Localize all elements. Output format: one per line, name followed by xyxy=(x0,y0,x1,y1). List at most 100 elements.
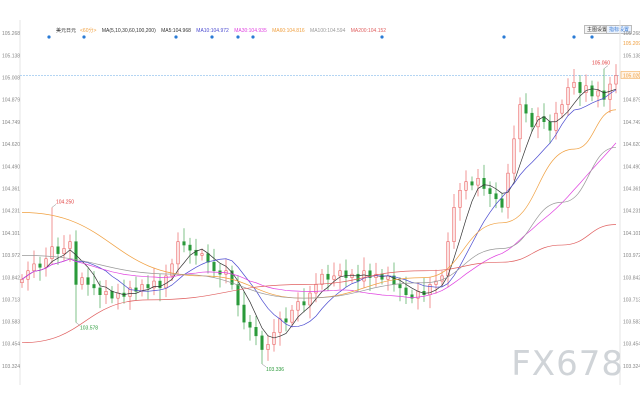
candle-body xyxy=(560,104,564,114)
y-tick-label-left: 104.231 xyxy=(2,209,20,215)
candle-body xyxy=(56,246,60,254)
candle-body xyxy=(182,241,186,246)
candle-body xyxy=(242,304,246,323)
candle-body xyxy=(584,85,588,93)
candle-body xyxy=(272,332,276,345)
candle-body xyxy=(590,85,594,97)
y-tick-label-left: 104.879 xyxy=(2,98,20,104)
y-tick-label-right: 103.972 xyxy=(623,253,640,259)
y-tick-label-left: 104.749 xyxy=(2,120,20,126)
right-price-label: 105.020 xyxy=(623,73,640,79)
annotation-pointer xyxy=(603,65,609,69)
candle-body xyxy=(278,318,282,333)
event-marker-icon xyxy=(82,35,86,39)
candle-body xyxy=(38,263,42,268)
candle-body xyxy=(194,249,198,256)
annotation-pointer xyxy=(261,363,267,368)
candle-body xyxy=(68,241,72,249)
y-tick-label-left: 103.972 xyxy=(2,253,20,259)
legend-ma-params[interactable]: MA(5,10,30,60,100,200) xyxy=(101,28,156,34)
candle-body xyxy=(512,138,516,174)
y-tick-label-left: 105.008 xyxy=(2,76,20,82)
y-tick-label-left: 105.138 xyxy=(2,53,20,59)
candle-body xyxy=(44,258,48,268)
candle-body xyxy=(248,321,252,328)
candle-body xyxy=(368,270,372,278)
y-tick-label-right: 105.138 xyxy=(623,53,640,59)
legend-ma5: MA5:104.968 xyxy=(161,28,191,34)
candle-body xyxy=(440,275,444,282)
candle-body xyxy=(614,75,618,85)
y-tick-label-left: 103.713 xyxy=(2,297,20,303)
candle-body xyxy=(50,246,54,260)
candle-body xyxy=(260,335,264,350)
y-tick-label-right: 103.842 xyxy=(623,275,640,281)
candle-body xyxy=(32,263,36,272)
candle-body xyxy=(62,248,66,254)
candle-body xyxy=(494,193,498,200)
candle-body xyxy=(344,270,348,278)
ma200-line xyxy=(21,224,617,344)
y-tick-label-left: 104.490 xyxy=(2,164,20,170)
current-price-box xyxy=(620,71,640,79)
candle-body xyxy=(386,275,390,280)
legend-symbol: 美元日元 xyxy=(56,28,77,34)
candle-body xyxy=(446,241,450,277)
candle-body xyxy=(518,104,522,140)
candle-body xyxy=(80,277,84,285)
candle-body xyxy=(266,344,270,350)
candle-body xyxy=(164,275,168,289)
watermark: FX678 xyxy=(511,344,624,384)
candle-body xyxy=(188,244,192,251)
candle-body xyxy=(320,273,324,285)
y-tick-label-right: 104.490 xyxy=(623,164,640,170)
indicator-button[interactable]: 指标设置 xyxy=(606,25,633,34)
y-tick-label-right: 103.713 xyxy=(623,297,640,303)
event-marker-icon xyxy=(590,35,594,39)
y-tick-label-left: 104.101 xyxy=(2,231,20,237)
candle-body xyxy=(488,188,492,194)
candle-body xyxy=(92,284,96,289)
event-marker-icon xyxy=(251,35,255,39)
chart-legend: 美元日元 <60分> MA(5,10,30,60,100,200) MA5:104… xyxy=(56,27,390,34)
candle-body xyxy=(326,273,330,280)
candle-body xyxy=(146,284,150,289)
candle-body xyxy=(170,263,174,277)
candle-body xyxy=(110,291,114,299)
candle-body xyxy=(404,287,408,295)
candle-body xyxy=(176,241,180,265)
event-marker-icon xyxy=(174,35,178,39)
candle-body xyxy=(410,294,414,299)
y-tick-label-left: 103.454 xyxy=(2,342,20,348)
y-tick-label-right: 105.268 xyxy=(623,31,640,37)
candle-body xyxy=(134,287,138,292)
candle-body xyxy=(98,287,102,295)
legend-ma10: MA10:104.972 xyxy=(196,28,229,34)
y-tick-label-left: 103.583 xyxy=(2,320,20,326)
event-marker-icon xyxy=(236,35,240,39)
candle-body xyxy=(578,82,582,93)
event-marker-icon xyxy=(47,35,51,39)
y-tick-label-right: 104.231 xyxy=(623,209,640,215)
candle-body xyxy=(152,280,156,289)
candle-body xyxy=(116,292,120,299)
candle-body xyxy=(158,280,162,289)
candle-body xyxy=(458,190,462,208)
candle-body xyxy=(434,280,438,285)
y-tick-label-left: 105.268 xyxy=(2,31,20,37)
candle-body xyxy=(296,301,300,311)
candle-body xyxy=(254,327,258,337)
y-tick-label-right: 104.749 xyxy=(623,120,640,126)
candle-body xyxy=(230,270,234,285)
candle-body xyxy=(530,112,534,128)
candle-body xyxy=(104,291,108,295)
candle-body xyxy=(332,275,336,280)
candle-body xyxy=(308,292,312,306)
candle-body xyxy=(86,277,90,285)
candle-body xyxy=(482,178,486,189)
candle-body xyxy=(362,270,366,282)
candle-body xyxy=(206,253,210,263)
candle-body xyxy=(548,121,552,131)
candle-body xyxy=(428,284,432,295)
